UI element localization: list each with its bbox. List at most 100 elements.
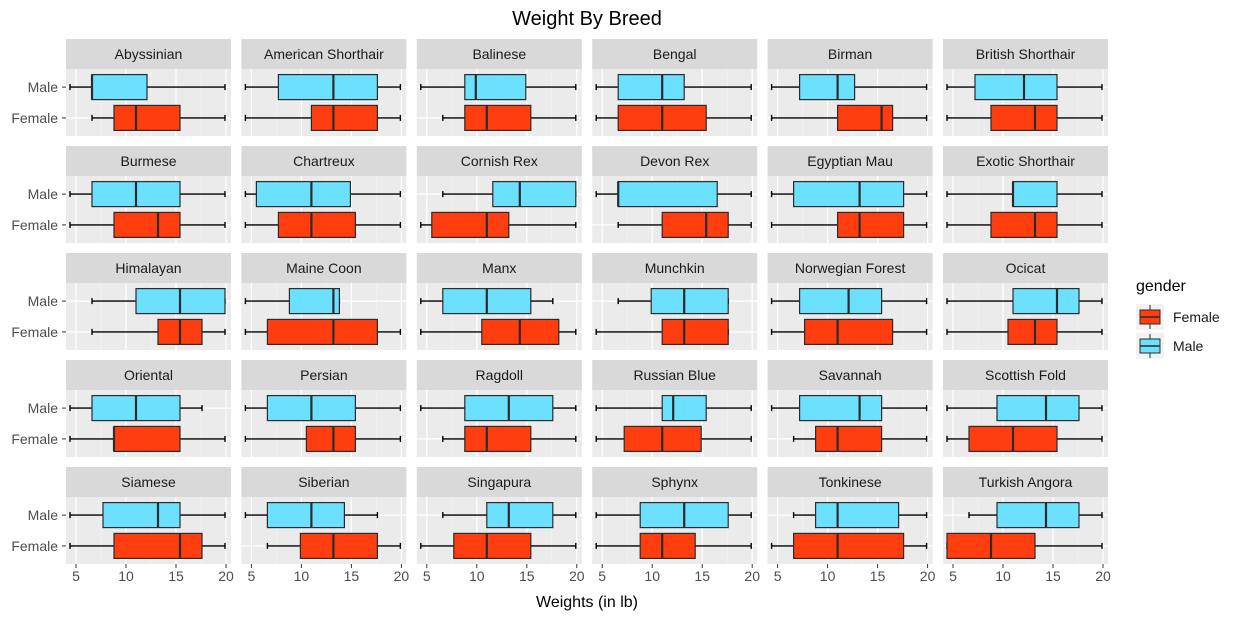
facet-strip xyxy=(943,467,1108,497)
x-tick-label: 10 xyxy=(118,568,134,584)
facet-strip xyxy=(66,467,231,497)
boxplot-female xyxy=(442,104,577,132)
legend: gender Female Male xyxy=(1136,278,1220,359)
box xyxy=(814,425,883,453)
facet-panel: Abyssinian Male Female xyxy=(11,39,231,136)
facet-strip-label: Tonkinese xyxy=(819,474,882,490)
facet-strip-label: Birman xyxy=(828,46,872,62)
boxplot-female xyxy=(69,532,226,560)
box xyxy=(661,394,707,422)
facet-strip xyxy=(241,360,407,390)
x-tick-label: 10 xyxy=(294,568,310,584)
y-tick-label: Male xyxy=(28,400,59,416)
x-tick-label: 5 xyxy=(72,568,80,584)
facet-panel: Exotic Shorthair xyxy=(943,146,1108,243)
box xyxy=(266,501,345,529)
boxplot-male xyxy=(420,394,577,422)
facet-strip xyxy=(416,467,582,497)
facet-strip xyxy=(767,146,933,176)
facet-strip-label: Ocicat xyxy=(1006,260,1046,276)
boxplot-female xyxy=(420,318,577,346)
facet-strip xyxy=(66,360,231,390)
facet-panel: Chartreux xyxy=(241,146,407,243)
boxplot-female xyxy=(770,532,928,560)
facet-strip xyxy=(416,253,582,283)
y-tick-label: Male xyxy=(28,79,59,95)
boxplot-female xyxy=(69,211,226,239)
facet-strip xyxy=(241,467,407,497)
boxplot-male xyxy=(792,501,928,529)
boxplot-male xyxy=(244,180,402,208)
facet-strip-label: Manx xyxy=(482,260,516,276)
facet-panel: Ragdoll xyxy=(416,360,582,457)
x-tick-label: 20 xyxy=(744,568,760,584)
facet-strip xyxy=(416,360,582,390)
facet-strip-label: Egyptian Mau xyxy=(807,153,893,169)
boxplot-male xyxy=(617,287,729,315)
boxplot-female xyxy=(946,104,1103,132)
boxplot-female xyxy=(420,211,577,239)
box xyxy=(996,501,1080,529)
facet-panels: Abyssinian Male Female American Shorthair Ba… xyxy=(11,39,1111,584)
facet-panel: Oriental Male Female xyxy=(11,360,231,457)
x-tick-label: 15 xyxy=(694,568,710,584)
boxplot-female xyxy=(595,104,752,132)
x-tick-label: 10 xyxy=(820,568,836,584)
box xyxy=(113,425,181,453)
boxplot-female xyxy=(244,104,402,132)
facet-strip xyxy=(241,253,407,283)
boxplot-female xyxy=(69,425,226,453)
facet-strip-label: Norwegian Forest xyxy=(795,260,906,276)
facet-strip xyxy=(592,360,758,390)
facet-strip-label: Ragdoll xyxy=(476,367,523,383)
box xyxy=(113,211,181,239)
boxplot-female xyxy=(595,532,752,560)
box xyxy=(974,73,1058,101)
boxplot-male xyxy=(595,73,752,101)
facet-panel: British Shorthair xyxy=(943,39,1108,136)
box xyxy=(798,394,883,422)
boxplot-male xyxy=(69,73,226,101)
box xyxy=(1012,287,1080,315)
y-tick-label: Female xyxy=(11,538,58,554)
box xyxy=(990,104,1058,132)
box xyxy=(255,180,351,208)
facet-strip-label: Singapura xyxy=(467,474,531,490)
facet-panel: Maine Coon xyxy=(241,253,407,350)
facet-panel: Egyptian Mau xyxy=(767,146,933,243)
facet-strip xyxy=(943,146,1108,176)
boxplot-male xyxy=(244,73,402,101)
facet-strip xyxy=(592,39,758,69)
boxplot-male xyxy=(244,287,341,315)
box xyxy=(464,104,532,132)
box xyxy=(792,532,905,560)
boxplot-female xyxy=(91,104,226,132)
box xyxy=(803,318,894,346)
facet-strip xyxy=(592,146,758,176)
boxplot-female xyxy=(770,318,928,346)
x-tick-label: 15 xyxy=(168,568,184,584)
facet-panel: Persian xyxy=(241,360,407,457)
facet-strip-label: Turkish Angora xyxy=(979,474,1073,490)
facet-panel: Devon Rex xyxy=(592,146,758,243)
box xyxy=(266,318,378,346)
x-tick-label: 20 xyxy=(920,568,936,584)
box xyxy=(836,211,905,239)
box xyxy=(798,287,883,315)
x-tick-label: 15 xyxy=(1045,568,1061,584)
box xyxy=(277,211,356,239)
boxplot-male xyxy=(968,501,1103,529)
boxplot-male xyxy=(595,180,752,208)
boxplot-female xyxy=(244,211,402,239)
legend-label: Female xyxy=(1173,309,1220,325)
x-tick-label: 5 xyxy=(423,568,431,584)
facet-strip-label: Cornish Rex xyxy=(461,153,538,169)
x-tick-label: 20 xyxy=(218,568,234,584)
x-tick-label: 15 xyxy=(344,568,360,584)
boxplot-male xyxy=(244,501,379,529)
facet-panel: American Shorthair xyxy=(241,39,407,136)
facet-strip xyxy=(767,253,933,283)
facet-strip-label: Bengal xyxy=(653,46,697,62)
boxplot-female xyxy=(595,318,729,346)
